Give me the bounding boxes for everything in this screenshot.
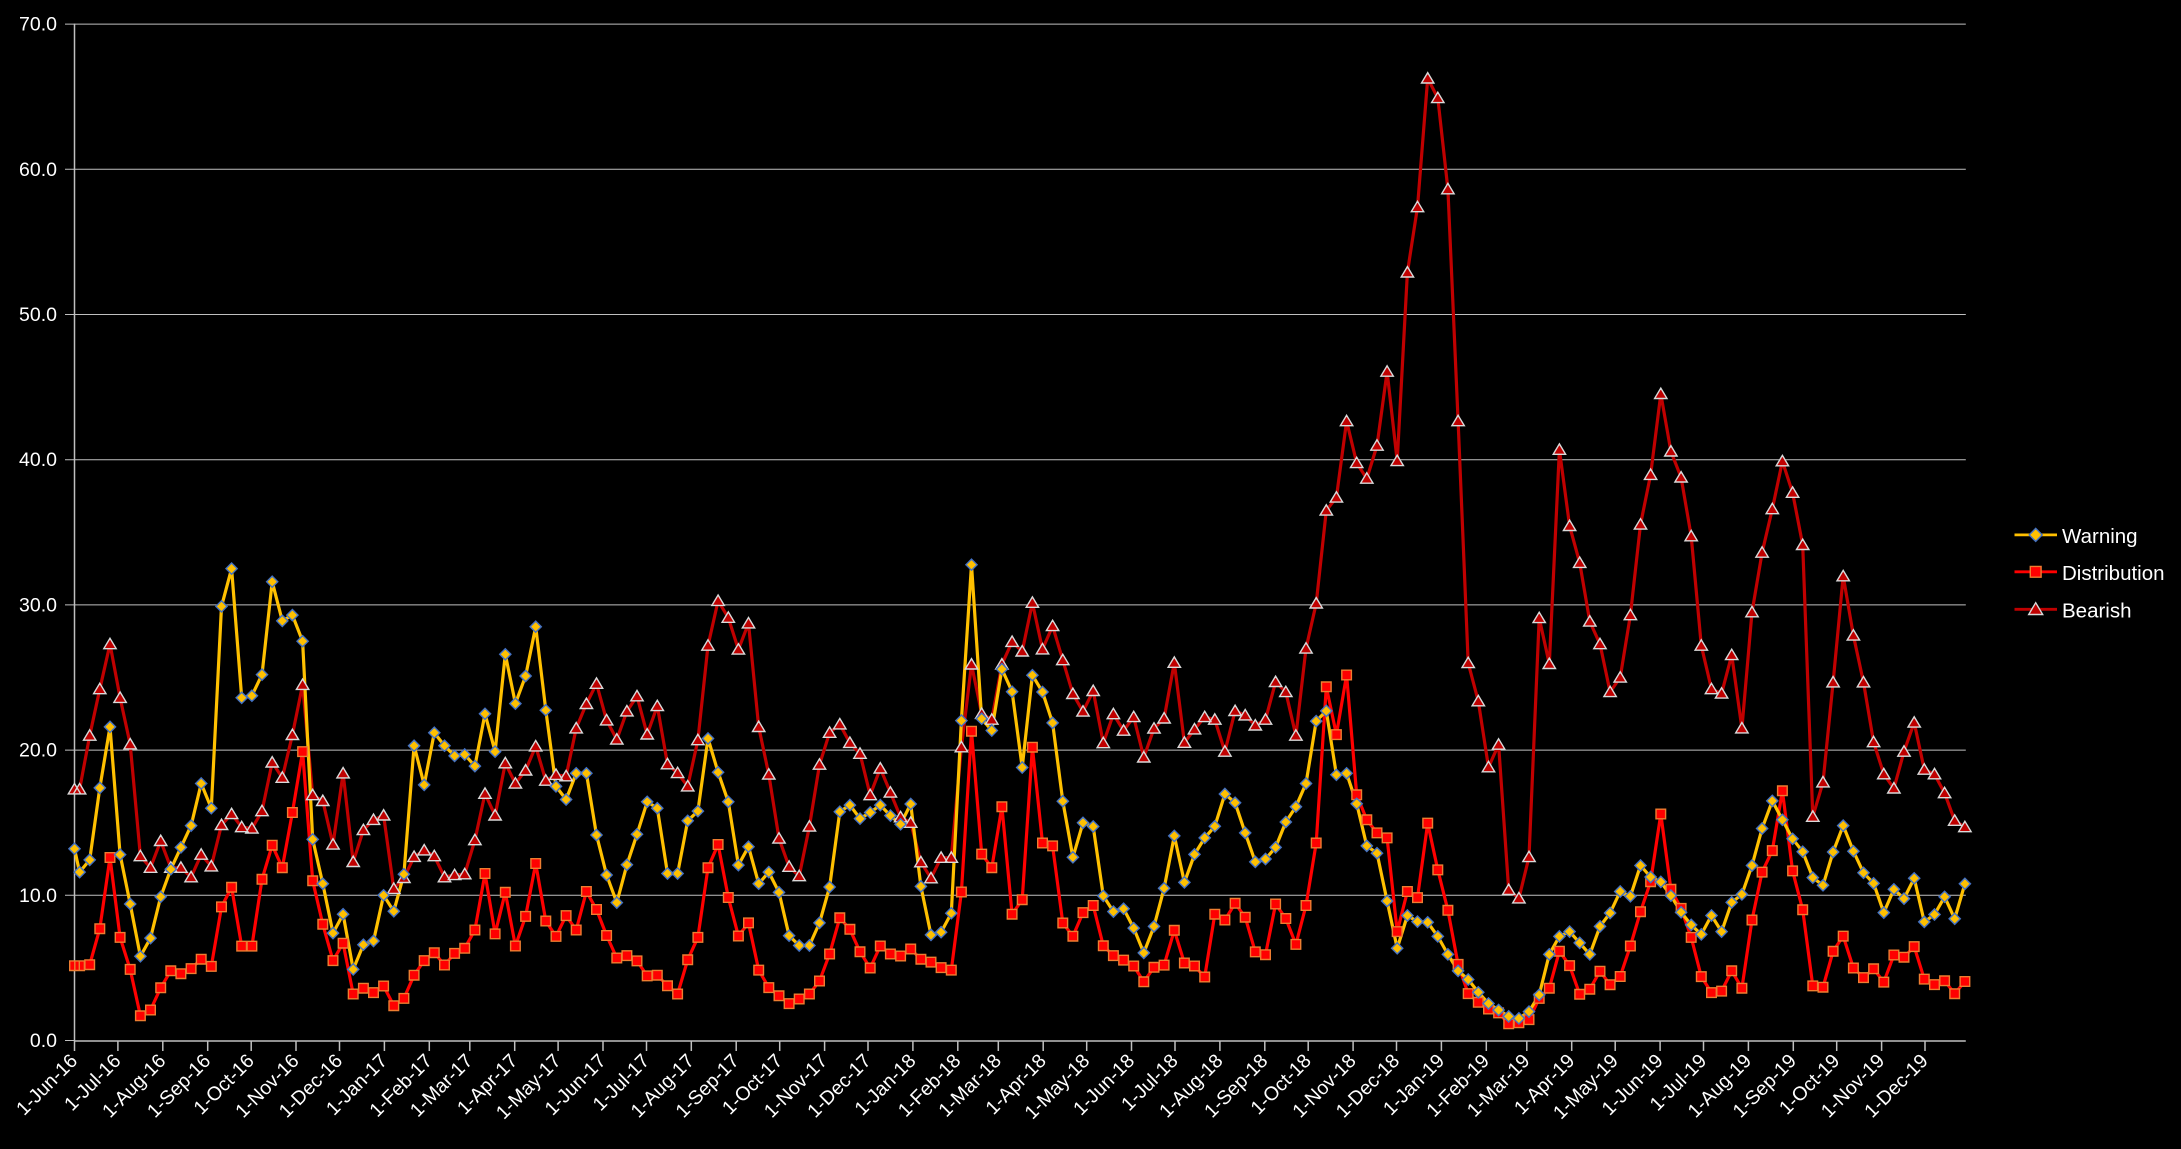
svg-text:40.0: 40.0 <box>19 449 57 471</box>
svg-text:70.0: 70.0 <box>19 14 57 36</box>
svg-text:Bearish: Bearish <box>2062 599 2132 622</box>
svg-text:50.0: 50.0 <box>19 304 57 326</box>
svg-text:0.0: 0.0 <box>30 1030 57 1052</box>
svg-text:60.0: 60.0 <box>19 159 57 181</box>
svg-text:20.0: 20.0 <box>19 740 57 762</box>
svg-text:Distribution: Distribution <box>2062 562 2165 585</box>
svg-text:10.0: 10.0 <box>19 885 57 907</box>
svg-text:Warning: Warning <box>2062 525 2138 548</box>
svg-text:30.0: 30.0 <box>19 594 57 616</box>
